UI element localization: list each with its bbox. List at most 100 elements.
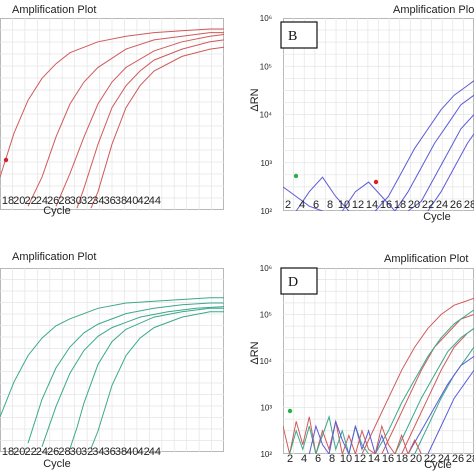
- x-tick-label: 24: [36, 195, 48, 207]
- x-tick-label: 32: [81, 195, 93, 207]
- x-axis-label: Cycle: [43, 458, 71, 470]
- x-tick-label: 26: [47, 195, 59, 207]
- threshold-marker: [287, 408, 293, 414]
- y-axis-label: ΔRN: [249, 88, 261, 111]
- series-line-5: [90, 46, 224, 209]
- x-tick-label: 22: [422, 199, 434, 211]
- x-tick-label: 12: [354, 453, 366, 465]
- x-tick-label: 34: [92, 446, 104, 458]
- x-tick-label: 26: [450, 199, 462, 211]
- x-tick-label: 28: [58, 446, 70, 458]
- series-line-7: [427, 133, 474, 211]
- series-line-11: [308, 419, 389, 454]
- series-line-4: [76, 39, 224, 209]
- series-line-5: [90, 311, 224, 449]
- panel-label: D: [288, 275, 298, 290]
- y-tick-label: 10⁴: [260, 111, 273, 120]
- grid: [0, 268, 224, 452]
- chart-panel-3: Amplification Plot 18 20 22 24 26 28 30 32 34 36 38…: [0, 251, 224, 470]
- x-tick-label: 28: [464, 199, 474, 211]
- y-tick-label: 10²: [260, 207, 272, 216]
- x-tick-label: 44: [149, 446, 161, 458]
- threshold-marker: [3, 157, 9, 163]
- x-tick-label: 20: [13, 195, 25, 207]
- x-tick-label: 38: [115, 446, 127, 458]
- series-line-1: [361, 297, 474, 454]
- y-tick-label: 10⁴: [260, 357, 273, 366]
- panel-label-box: [280, 21, 318, 49]
- x-tick-label: 20: [13, 446, 25, 458]
- x-tick-label: 6: [315, 453, 321, 465]
- series-line-3: [41, 306, 224, 447]
- x-tick-label: 4: [299, 199, 305, 211]
- series-line-6: [407, 114, 474, 211]
- series-group: [0, 28, 224, 209]
- panel-label-box: [280, 267, 318, 295]
- x-tick-label: 22: [424, 453, 436, 465]
- series-line-12: [354, 424, 422, 454]
- y-tick-label: 10⁵: [260, 62, 272, 71]
- x-tick-label: 6: [313, 199, 319, 211]
- series-line-5: [394, 327, 474, 454]
- series-line-5: [394, 94, 474, 211]
- series-line-3: [341, 181, 396, 211]
- x-tick-label: 12: [352, 199, 364, 211]
- x-tick-label: 26: [47, 446, 59, 458]
- chart-title: Amplification Plot: [393, 4, 474, 16]
- y-tick-label: 10²: [260, 450, 272, 459]
- x-tick-label: 36: [104, 446, 116, 458]
- threshold-marker: [373, 179, 379, 185]
- series-line-9: [283, 416, 356, 454]
- x-tick-label: 24: [438, 453, 450, 465]
- x-tick-label: 16: [380, 199, 392, 211]
- series-group: [283, 80, 474, 211]
- x-tick-label: 22: [24, 195, 36, 207]
- x-tick-label: 28: [58, 195, 70, 207]
- y-tick-label: 10⁵: [260, 311, 272, 320]
- x-tick-label: 18: [396, 453, 408, 465]
- series-line-4: [374, 309, 474, 454]
- chart-title: Amplification Plot: [12, 251, 96, 263]
- x-axis-label: Cycle: [423, 211, 451, 223]
- x-tick-label: 8: [329, 453, 335, 465]
- x-tick-label: 22: [24, 446, 36, 458]
- chart-title: Amplification Plot: [384, 253, 468, 265]
- x-tick-label: 4: [301, 453, 307, 465]
- x-tick-label: 10: [338, 199, 350, 211]
- grid: [283, 268, 474, 454]
- x-tick-label: 14: [366, 199, 378, 211]
- x-tick-label: 18: [394, 199, 406, 211]
- x-tick-label: 10: [340, 453, 352, 465]
- series-line-4: [374, 80, 474, 211]
- x-tick-label: 38: [115, 195, 127, 207]
- x-tick-label: 34: [92, 195, 104, 207]
- x-tick-label: 40: [126, 195, 138, 207]
- chart-panel-1: Amplification Plot 18 20 22 24 26 28 30 32 34 36 38…: [0, 4, 224, 217]
- series-line-6: [414, 346, 474, 454]
- x-tick-label: 18: [2, 446, 14, 458]
- series-group: [0, 297, 224, 449]
- x-tick-label: 36: [104, 195, 116, 207]
- y-tick-label: 10³: [260, 159, 272, 168]
- series-line-2: [27, 302, 224, 444]
- x-axis-label: Cycle: [424, 459, 452, 471]
- series-line-1: [0, 28, 224, 178]
- series-line-2: [295, 176, 350, 211]
- x-tick-label: 18: [2, 195, 14, 207]
- x-tick-label: 32: [81, 446, 93, 458]
- series-line-4: [69, 307, 224, 449]
- x-tick-label: 26: [452, 453, 464, 465]
- x-tick-label: 24: [36, 446, 48, 458]
- x-tick-label: 42: [137, 446, 149, 458]
- x-tick-label: 2: [285, 199, 291, 211]
- series-line-8: [427, 370, 474, 454]
- x-tick-label: 20: [408, 199, 420, 211]
- x-tick-label: 24: [436, 199, 448, 211]
- y-tick-label: 10⁶: [260, 14, 272, 23]
- series-line-2: [381, 314, 474, 454]
- x-axis-label: Cycle: [43, 205, 71, 217]
- chart-title: Amplification Plot: [12, 4, 96, 16]
- series-group: [283, 297, 474, 454]
